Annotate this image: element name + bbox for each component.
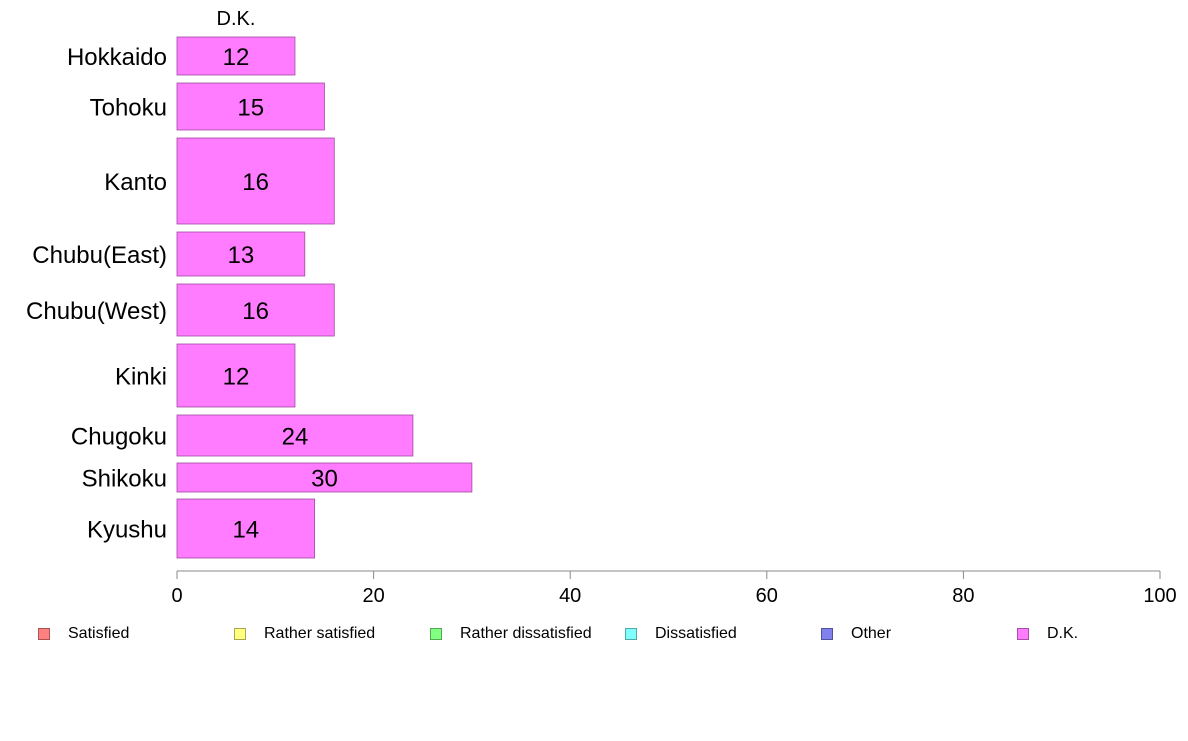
legend-label: Dissatisfied [655,625,737,642]
category-label: Shikoku [82,466,167,493]
column-header: D.K. [217,8,256,30]
bar [176,283,335,337]
legend-item: Satisfied [38,622,129,646]
bar [176,462,473,493]
legend: Satisfied Rather satisfied Rather dissatis… [0,622,1188,646]
bar-value-label: 30 [311,466,338,493]
legend-label: D.K. [1047,625,1079,642]
x-tick-label: 60 [756,585,778,607]
bar-value-label: 12 [223,364,250,391]
x-tick-label: 100 [1143,585,1176,607]
legend-label: Other [851,625,892,642]
bar [176,231,306,277]
category-label: Hokkaido [67,44,167,71]
bar-value-label: 16 [242,169,269,196]
category-label: Chubu(West) [26,298,167,325]
legend-swatch [625,628,637,640]
category-label: Chubu(East) [32,242,167,269]
bar [176,343,296,408]
x-tick-label: 80 [952,585,974,607]
bar-value-label: 24 [282,424,309,451]
x-axis: 0 20 40 60 80 100 [171,570,1177,607]
legend-label: Rather dissatisfied [460,625,592,642]
category-label: Tohoku [90,95,167,122]
bars-group: Hokkaido 12 Tohoku 15 Kanto 16 Chubu(East) 13 Ch… [26,36,473,559]
legend-label: Satisfied [68,625,130,642]
bar [176,498,316,559]
category-label: Kinki [115,364,167,391]
legend-swatch [430,628,442,640]
bar-value-label: 16 [242,298,269,325]
legend-swatch [821,628,833,640]
legend-label: Rather satisfied [264,625,376,642]
bar [176,82,325,131]
bar [176,414,414,457]
bar-value-label: 14 [232,517,259,544]
legend-item: Other [821,622,891,646]
legend-swatch [1017,628,1029,640]
x-tick-label: 20 [362,585,384,607]
legend-swatch [38,628,50,640]
bar-value-label: 13 [228,242,255,269]
legend-item: Rather dissatisfied [430,622,592,646]
bar-value-label: 15 [237,95,264,122]
bar-value-label: 12 [223,44,250,71]
category-label: Kanto [104,169,167,196]
x-tick-label: 40 [559,585,581,607]
legend-item: Rather satisfied [234,622,375,646]
legend-swatch [234,628,246,640]
legend-item: D.K. [1017,622,1078,646]
legend-item: Dissatisfied [625,622,737,646]
bar [176,36,296,76]
bar [176,137,335,225]
category-label: Kyushu [87,517,167,544]
category-label: Chugoku [71,424,167,451]
x-tick-label: 0 [171,585,182,607]
